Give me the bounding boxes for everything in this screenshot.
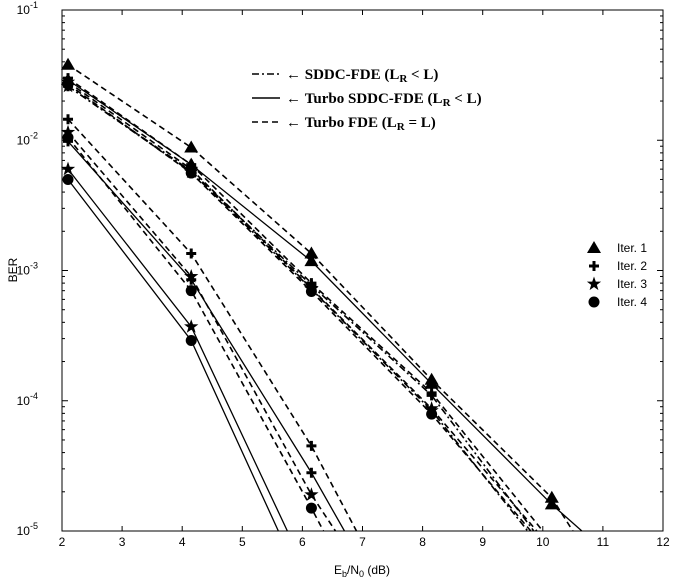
data-point-plus [63, 136, 74, 147]
series-line [67, 131, 337, 531]
y-tick-label: 10-3 [17, 261, 38, 278]
legend-marker-star [586, 276, 602, 291]
x-axis-label-tail: (dB) [364, 563, 390, 577]
data-point-star [60, 78, 76, 93]
data-point-circle [185, 285, 197, 297]
x-tick-label: 2 [59, 535, 66, 549]
series-line [67, 140, 346, 531]
x-axis-label-main: E [334, 563, 342, 577]
y-tick-label: 10-5 [17, 521, 38, 538]
y-tick-label: 10-1 [17, 0, 38, 17]
x-tick-label: 5 [239, 535, 246, 549]
data-point-star [304, 281, 319, 296]
x-tick-label: 11 [597, 535, 610, 549]
data-point-triangle [184, 157, 199, 170]
data-point-triangle [424, 376, 439, 389]
legend-label: ← SDDC-FDE (LR < L) [286, 67, 438, 85]
y-tick-label: 10-4 [17, 391, 38, 408]
data-point-plus [426, 390, 437, 401]
data-point-circle [185, 335, 197, 347]
y-axis-label: BER [6, 257, 20, 282]
legend-marker-triangle [587, 241, 601, 253]
x-tick-label: 9 [479, 535, 486, 549]
data-point-triangle [544, 490, 559, 503]
x-axis-label: Eb/N0 (dB) [334, 563, 390, 579]
legend-marker-circle [588, 296, 600, 308]
data-point-plus [306, 440, 317, 451]
marker-legend: Iter. 1 Iter. 2 Iter. 3 Iter. 4 [586, 241, 647, 309]
x-axis-label-mid: /N [347, 563, 359, 577]
series-line [67, 136, 325, 531]
legend-marker-label: Iter. 2 [617, 259, 647, 273]
data-point-star [60, 124, 76, 139]
data-point-star [424, 403, 439, 417]
line-style-legend: ← SDDC-FDE (LR < L) ← Turbo SDDC-FDE (LR … [252, 67, 482, 133]
x-axis-label-sub2: 0 [359, 569, 364, 579]
series-line [67, 118, 358, 531]
data-point-plus [186, 274, 197, 285]
data-point-plus [306, 467, 317, 478]
series-line [67, 64, 574, 531]
data-point-star [304, 487, 319, 501]
y-tick-label: 10-2 [17, 130, 38, 147]
x-tick-label: 12 [656, 535, 670, 549]
legend-marker-label: Iter. 4 [617, 295, 647, 309]
x-axis-label-sub1: b [342, 569, 347, 579]
x-tick-label: 3 [119, 535, 126, 549]
x-tick-label: 8 [419, 535, 426, 549]
legend-label: ← Turbo SDDC-FDE (LR < L) [286, 91, 482, 109]
legend-marker-label: Iter. 3 [617, 277, 647, 291]
marker-layer [60, 57, 559, 514]
data-point-triangle [61, 57, 76, 70]
data-point-triangle [544, 497, 559, 510]
data-point-plus [63, 114, 74, 125]
data-point-triangle [184, 140, 199, 153]
x-ticks: 2 3 4 5 6 7 8 9 10 11 12 [59, 10, 670, 549]
data-point-star [184, 164, 199, 179]
legend-marker-label: Iter. 1 [617, 241, 647, 255]
legend-marker-plus [589, 261, 599, 271]
data-point-star [60, 161, 76, 176]
data-point-circle [305, 502, 317, 514]
x-tick-label: 10 [536, 535, 550, 549]
x-tick-label: 4 [179, 535, 186, 549]
data-point-star [184, 319, 199, 333]
plot-frame [61, 9, 664, 532]
data-point-triangle [304, 246, 319, 259]
y-ticks: 10-5 10-4 10-3 10-2 10-1 [17, 0, 663, 538]
data-point-circle [62, 173, 74, 185]
data-point-triangle [304, 254, 319, 267]
x-tick-label: 6 [299, 535, 306, 549]
x-tick-label: 7 [359, 535, 366, 549]
data-point-plus [186, 248, 197, 259]
legend-label: ← Turbo FDE (LR = L) [286, 115, 436, 133]
